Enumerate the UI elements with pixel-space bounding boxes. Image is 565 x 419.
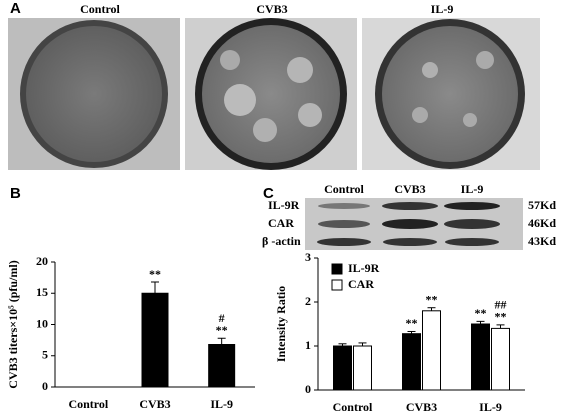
y-tick-label: 0 xyxy=(42,379,48,393)
annotation: ** xyxy=(406,316,418,330)
blot-column: IL-9 xyxy=(461,182,484,196)
x-tick-label: Control xyxy=(333,400,373,414)
photo xyxy=(8,18,180,170)
annotation: ** xyxy=(426,292,438,306)
x-tick-label: IL-9 xyxy=(479,400,502,414)
blot-size: 43Kd xyxy=(528,234,556,248)
photo-label: Control xyxy=(80,2,120,16)
bar xyxy=(402,333,421,391)
photo xyxy=(362,18,540,170)
blot-row: CAR xyxy=(268,216,294,230)
bar xyxy=(208,344,236,388)
y-axis-label: CVB3 titers×10⁵ (pfu/ml) xyxy=(6,260,20,388)
y-tick-label: 20 xyxy=(36,254,48,268)
annotation: ## xyxy=(495,298,507,312)
legend-swatch xyxy=(331,279,343,291)
legend-swatch xyxy=(331,263,343,275)
annotation: # xyxy=(219,311,225,325)
y-tick-label: 15 xyxy=(36,285,48,299)
panel-label: C xyxy=(263,185,274,202)
x-tick-label: IL-9 xyxy=(210,397,233,411)
blot-row: β -actin xyxy=(262,234,301,248)
y-tick-label: 10 xyxy=(36,316,48,330)
bar xyxy=(353,345,372,391)
y-tick-label: 1 xyxy=(305,338,311,352)
y-tick-label: 2 xyxy=(305,294,311,308)
photo-label: IL-9 xyxy=(431,2,454,16)
annotation: ** xyxy=(216,323,228,337)
annotation: ** xyxy=(495,310,507,324)
blot-size: 57Kd xyxy=(528,198,556,212)
x-tick-label: CVB3 xyxy=(406,400,437,414)
blot-row: IL-9R xyxy=(268,198,300,212)
y-tick-label: 0 xyxy=(305,382,311,396)
legend-label: IL-9R xyxy=(348,261,380,275)
bar xyxy=(471,323,490,391)
blot-size: 46Kd xyxy=(528,216,556,230)
legend-label: CAR xyxy=(348,277,374,291)
panel-label: B xyxy=(10,185,21,202)
annotation: ** xyxy=(475,306,487,320)
bar xyxy=(491,327,510,391)
bar xyxy=(333,345,352,391)
blot xyxy=(305,198,523,250)
annotation: ** xyxy=(149,267,161,281)
y-tick-label: 3 xyxy=(305,250,311,264)
y-axis-label: Intensity Ratio xyxy=(274,286,288,362)
bar xyxy=(422,310,441,391)
y-tick-label: 5 xyxy=(42,348,48,362)
panel-label: A xyxy=(10,0,21,17)
blot-column: Control xyxy=(324,182,364,196)
photo xyxy=(185,18,357,170)
x-tick-label: CVB3 xyxy=(139,397,170,411)
x-tick-label: Control xyxy=(68,397,108,411)
blot-column: CVB3 xyxy=(394,182,425,196)
photo-label: CVB3 xyxy=(256,2,287,16)
bar xyxy=(141,292,169,388)
